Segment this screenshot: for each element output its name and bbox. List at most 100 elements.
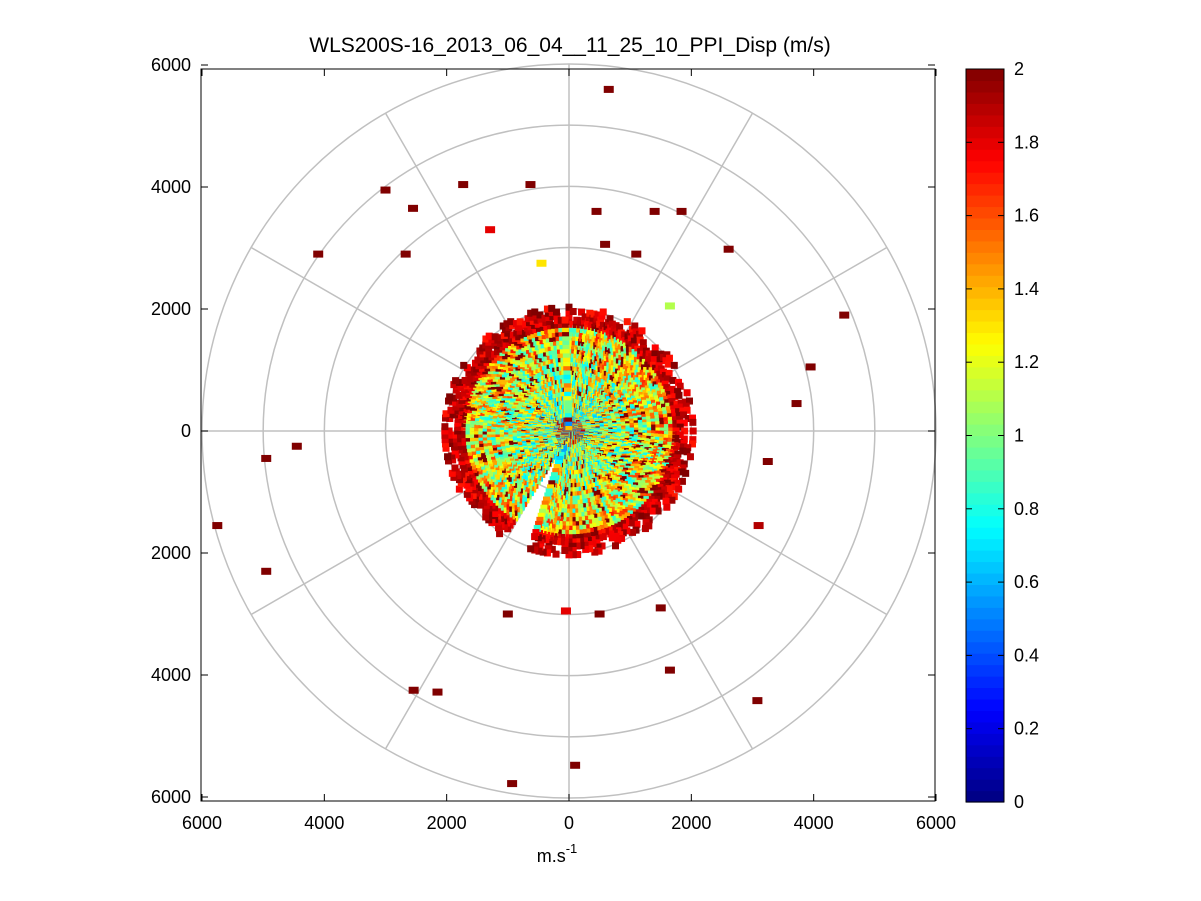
data-cell (569, 534, 577, 542)
data-cell (633, 520, 641, 528)
data-cell (629, 326, 637, 334)
data-cell (455, 391, 463, 399)
colorbar-step (966, 550, 1004, 563)
data-cell (462, 385, 470, 393)
data-cell (562, 329, 570, 337)
data-cell (464, 445, 472, 453)
data-cell (462, 434, 470, 442)
data-cell (595, 547, 603, 555)
data-cell (565, 551, 573, 559)
data-cell (670, 449, 678, 457)
data-cell (557, 538, 565, 546)
data-cell (670, 408, 678, 416)
colorbar-step (966, 561, 1004, 574)
data-cell (554, 325, 562, 333)
data-cell (598, 312, 606, 320)
data-cell (675, 378, 683, 386)
data-cell (550, 321, 558, 329)
data-point (485, 226, 496, 234)
data-cell (607, 324, 615, 332)
data-cell (637, 512, 645, 520)
data-cell (563, 376, 571, 384)
data-cell (583, 326, 591, 334)
data-cell (671, 474, 679, 482)
data-cell (619, 529, 627, 537)
data-cell (670, 361, 678, 369)
data-cell (554, 529, 562, 537)
data-cell (623, 318, 631, 326)
data-cell (667, 394, 675, 402)
colorbar: 00.20.40.60.811.21.41.61.82 (965, 59, 1039, 812)
data-cell (587, 323, 595, 331)
data-cell (462, 398, 470, 406)
data-cell (528, 313, 536, 321)
data-cell (564, 401, 572, 409)
data-cell (482, 507, 490, 515)
data-cell (592, 535, 600, 543)
data-cell (678, 477, 686, 485)
data-cell (452, 377, 460, 385)
data-cell (454, 419, 462, 427)
data-point (408, 686, 419, 694)
colorbar-step (966, 698, 1004, 711)
colorbar-step (966, 538, 1004, 551)
data-cell (543, 549, 551, 557)
data-cell (542, 318, 550, 326)
data-cell (565, 325, 573, 333)
data-cell (598, 542, 606, 550)
data-cell (553, 312, 561, 320)
data-cell (525, 319, 533, 327)
data-cell (674, 388, 682, 396)
data-cell (564, 397, 572, 405)
data-cell (463, 441, 471, 449)
data-cell (666, 409, 674, 417)
data-cell (469, 491, 477, 499)
y-tick-label: 0 (181, 421, 191, 441)
plot-area: 6000 4000 2000 0 2000 4000 6000 60004000200002… (151, 55, 956, 833)
data-cell (457, 400, 465, 408)
colorbar-step (966, 286, 1004, 299)
data-cell (460, 449, 468, 457)
data-cell (589, 314, 597, 322)
data-point (261, 567, 272, 575)
data-cell (554, 533, 562, 541)
colorbar-step (966, 389, 1004, 402)
x-axis-label-base: m.s (537, 846, 566, 866)
data-cell (563, 367, 571, 375)
data-cell (453, 399, 461, 407)
data-cell (442, 440, 450, 448)
data-cell (676, 419, 684, 427)
data-cell (671, 416, 679, 424)
data-cell (463, 382, 471, 390)
data-cell (572, 533, 580, 541)
data-cell (679, 443, 687, 451)
data-point (664, 666, 675, 674)
x-tick-label: 6000 (916, 813, 956, 833)
data-cell (467, 366, 475, 374)
data-cell (593, 539, 601, 547)
data-cell (616, 531, 624, 539)
colorbar-step (966, 572, 1004, 585)
colorbar-step (966, 595, 1004, 608)
data-cell (562, 342, 570, 350)
data-cell (665, 485, 673, 493)
data-cell (533, 524, 541, 532)
data-cell (584, 322, 592, 330)
data-cell (671, 442, 679, 450)
data-cell (672, 431, 680, 439)
data-cell (577, 317, 585, 325)
data-cell (580, 317, 588, 325)
data-cell (460, 405, 468, 413)
data-cell (665, 369, 673, 377)
data-cell (450, 473, 458, 481)
colorbar-step (966, 91, 1004, 104)
data-cell (565, 312, 573, 320)
data-cell (460, 465, 468, 473)
colorbar-step (966, 412, 1004, 425)
data-cell (679, 447, 687, 455)
data-cell (584, 536, 592, 544)
colorbar-step (966, 618, 1004, 631)
data-cell (667, 416, 675, 424)
data-cell (673, 454, 681, 462)
data-cell (548, 480, 556, 488)
